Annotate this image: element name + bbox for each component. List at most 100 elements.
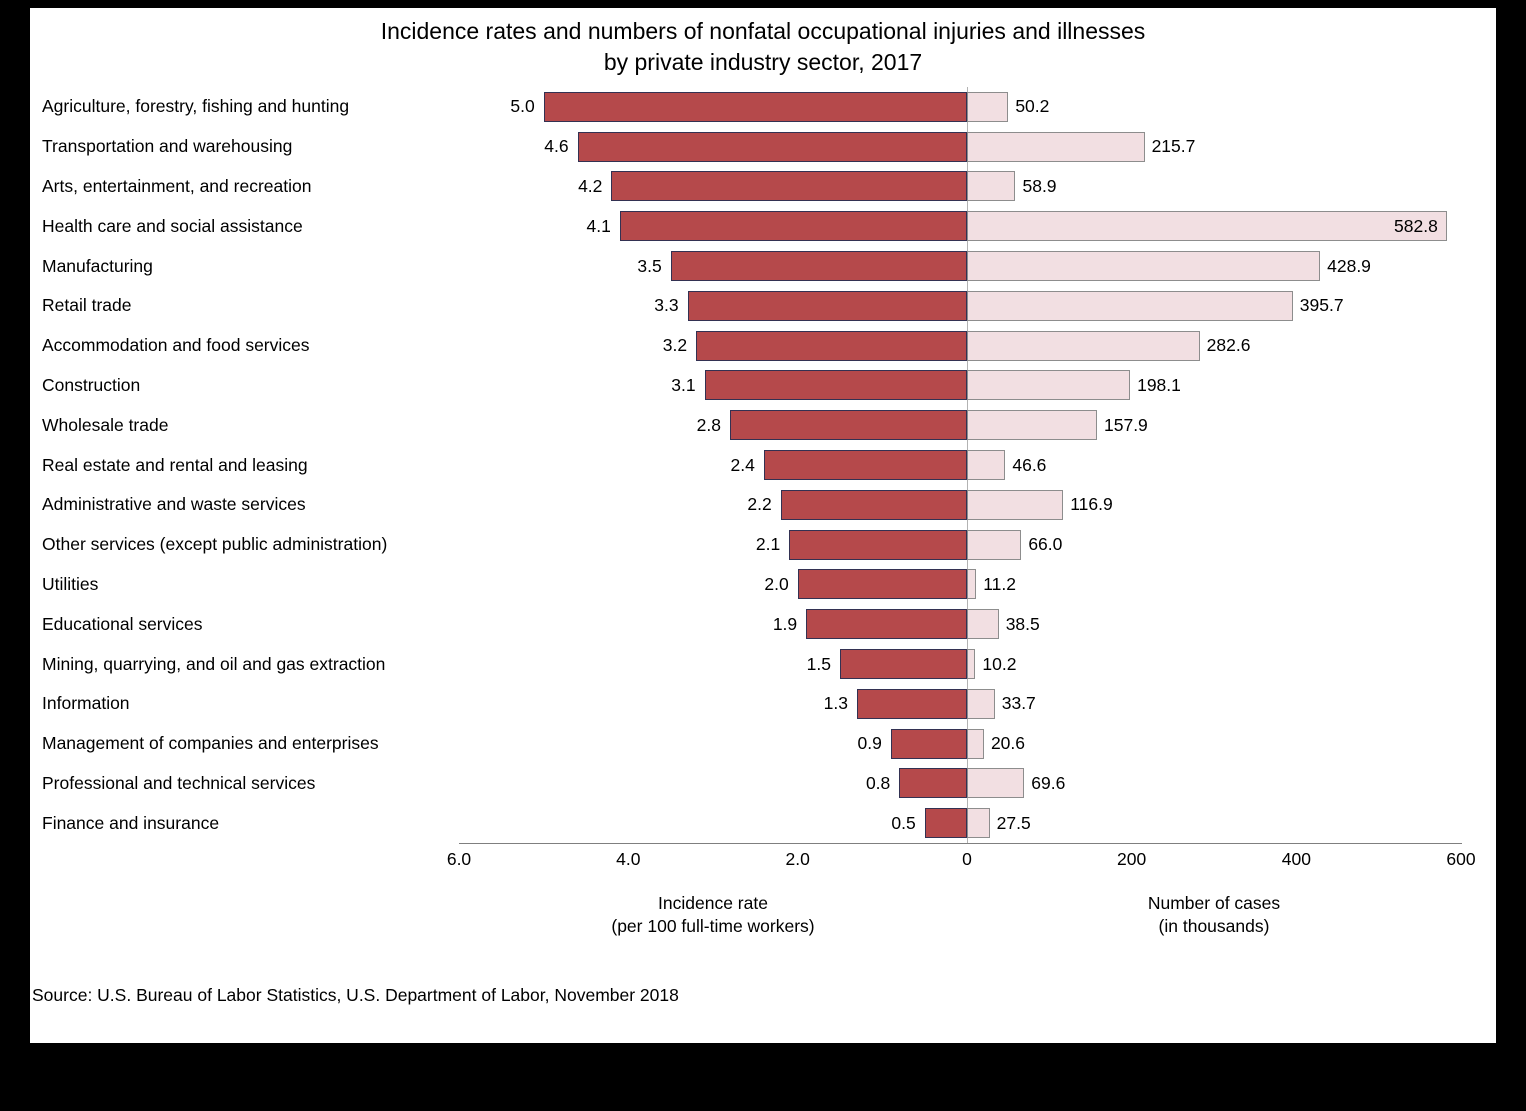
cases-bar — [967, 251, 1321, 282]
cases-bar — [967, 768, 1025, 799]
chart-row: Accommodation and food services 3.2 282.6 — [40, 326, 1461, 366]
left-axis-title-line2: (per 100 full-time workers) — [611, 916, 815, 936]
rate-bar — [856, 688, 967, 719]
rate-bar-zone: 2.2 — [459, 485, 967, 525]
rate-bar-zone: 2.8 — [459, 405, 967, 445]
chart-row: Agriculture, forestry, fishing and hunti… — [40, 87, 1461, 127]
cases-bar-zone: 38.5 — [967, 604, 1461, 644]
chart-row: Construction 3.1 198.1 — [40, 366, 1461, 406]
category-label: Real estate and rental and leasing — [42, 454, 308, 475]
cases-bar-zone: 215.7 — [967, 127, 1461, 167]
cases-value-label: 46.6 — [1012, 454, 1047, 475]
right-axis-title-line2: (in thousands) — [1158, 916, 1270, 936]
category-label: Manufacturing — [42, 255, 153, 276]
rate-value-label: 2.8 — [696, 414, 721, 435]
x-axis-line — [459, 843, 1462, 844]
rate-bar-zone: 3.3 — [459, 286, 967, 326]
cases-value-label: 33.7 — [1001, 693, 1036, 714]
rate-bar-zone: 1.3 — [459, 684, 967, 724]
rate-value-label: 0.8 — [865, 772, 891, 793]
category-label: Health care and social assistance — [42, 215, 303, 236]
cases-bar-zone: 20.6 — [967, 724, 1461, 764]
chart-row: Information 1.3 33.7 — [40, 684, 1461, 724]
cases-bar-zone: 27.5 — [967, 803, 1461, 843]
rate-value-label: 1.3 — [823, 693, 848, 714]
rate-bar-zone: 4.6 — [459, 127, 967, 167]
category-label: Management of companies and enterprises — [42, 733, 379, 754]
category-label: Agriculture, forestry, fishing and hunti… — [42, 96, 350, 117]
rate-bar — [577, 131, 967, 162]
rate-value-label: 2.2 — [747, 494, 772, 515]
rate-bar — [797, 569, 967, 600]
rate-value-label: 2.0 — [764, 573, 789, 594]
chart-row: Wholesale trade 2.8 157.9 — [40, 405, 1461, 445]
right-axis-tick: 600 — [1446, 849, 1476, 869]
cases-bar — [967, 609, 999, 640]
cases-bar-zone: 282.6 — [967, 326, 1461, 366]
rate-bar-zone: 4.2 — [459, 167, 967, 207]
cases-bar-zone: 10.2 — [967, 644, 1461, 684]
cases-value-label: 215.7 — [1151, 136, 1196, 157]
category-label: Construction — [42, 374, 141, 395]
cases-bar-zone: 11.2 — [967, 565, 1461, 605]
cases-bar-zone: 50.2 — [967, 87, 1461, 127]
cases-bar-zone: 33.7 — [967, 684, 1461, 724]
cases-bar-zone: 582.8 — [967, 206, 1461, 246]
category-label: Arts, entertainment, and recreation — [42, 175, 312, 196]
rate-bar — [729, 410, 967, 441]
chart-title-line2: by private industry sector, 2017 — [603, 49, 923, 75]
cases-value-label: 38.5 — [1005, 613, 1040, 634]
cases-value-label: 282.6 — [1206, 335, 1251, 356]
category-label: Accommodation and food services — [42, 335, 310, 356]
cases-value-label: 10.2 — [982, 653, 1017, 674]
chart-row: Utilities 2.0 11.2 — [40, 565, 1461, 605]
rate-bar-zone: 1.5 — [459, 644, 967, 684]
rate-bar-zone: 2.0 — [459, 565, 967, 605]
right-axis-tick: 400 — [1281, 849, 1311, 869]
category-label: Administrative and waste services — [42, 494, 306, 515]
left-axis-title-line1: Incidence rate — [658, 893, 768, 913]
rate-bar — [763, 450, 967, 481]
cases-value-label: 116.9 — [1070, 494, 1113, 515]
cases-bar — [967, 171, 1016, 202]
cases-value-label: 20.6 — [990, 733, 1026, 754]
category-label: Retail trade — [42, 295, 132, 316]
category-label: Other services (except public administra… — [42, 534, 388, 555]
rate-bar-zone: 1.9 — [459, 604, 967, 644]
cases-bar — [967, 688, 995, 719]
left-axis-title: Incidence rate (per 100 full-time worker… — [459, 892, 967, 938]
rate-value-label: 2.1 — [755, 534, 781, 555]
category-label: Transportation and warehousing — [42, 136, 293, 157]
cases-value-label: 157.9 — [1104, 414, 1148, 435]
rate-bar — [924, 808, 967, 839]
rate-bar — [704, 370, 967, 401]
left-axis-tick: 0 — [962, 849, 972, 869]
left-axis-tick: 6.0 — [446, 849, 472, 869]
cases-bar — [967, 211, 1447, 242]
cases-bar — [967, 569, 977, 600]
chart-row: Finance and insurance 0.5 27.5 — [40, 803, 1461, 843]
rate-bar — [890, 728, 967, 759]
rate-value-label: 3.1 — [671, 374, 696, 395]
category-label: Educational services — [42, 613, 203, 634]
cases-bar — [967, 808, 990, 839]
cases-bar-zone: 46.6 — [967, 445, 1461, 485]
rate-value-label: 3.5 — [637, 255, 662, 276]
chart-title-line1: Incidence rates and numbers of nonfatal … — [380, 18, 1146, 44]
chart-row: Real estate and rental and leasing 2.4 46.… — [40, 445, 1461, 485]
chart-row: Retail trade 3.3 395.7 — [40, 286, 1461, 326]
cases-bar — [967, 290, 1293, 321]
rate-bar-zone: 2.1 — [459, 525, 967, 565]
cases-bar — [967, 489, 1064, 520]
rate-value-label: 1.5 — [806, 653, 831, 674]
cases-bar — [967, 370, 1131, 401]
cases-value-label: 50.2 — [1015, 96, 1050, 117]
category-label: Information — [42, 693, 130, 714]
cases-bar-zone: 428.9 — [967, 246, 1461, 286]
cases-bar — [967, 330, 1200, 361]
rate-bar — [543, 91, 967, 122]
rate-bar — [687, 290, 967, 321]
rate-bar — [611, 171, 967, 202]
rate-bar — [840, 649, 967, 680]
